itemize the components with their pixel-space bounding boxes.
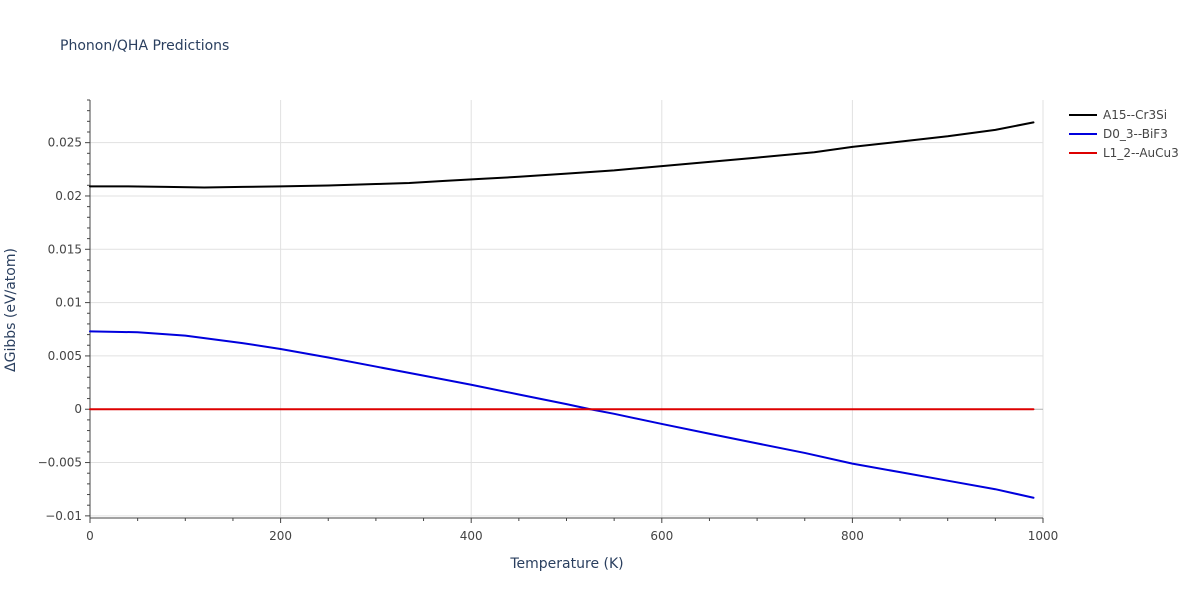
y-tick-label: −0.01 xyxy=(45,509,82,523)
x-axis-label: Temperature (K) xyxy=(509,556,623,572)
chart-title: Phonon/QHA Predictions xyxy=(60,38,229,54)
y-tick-label: 0.02 xyxy=(55,189,82,203)
series-layer xyxy=(89,121,1035,499)
series-line-0 xyxy=(89,121,1035,189)
x-tick-label: 200 xyxy=(269,529,292,543)
legend-item-1[interactable]: D0_3--BiF3 xyxy=(1069,127,1168,141)
y-tick-label: 0 xyxy=(74,402,82,416)
axes-layer: 0 200 400 600 800 1000 −0.01 −0.005 0 0.005 0.01 0.… xyxy=(38,99,1059,543)
legend-item-0[interactable]: A15--Cr3Si xyxy=(1069,108,1167,122)
legend-item-2[interactable]: L1_2--AuCu3 xyxy=(1069,146,1179,160)
x-tick-label: 0 xyxy=(86,529,94,543)
y-tick-label: 0.015 xyxy=(48,242,82,256)
y-axis-label: ΔGibbs (eV/atom) xyxy=(3,248,19,372)
y-tick-label: 0.005 xyxy=(48,349,82,363)
legend-label: D0_3--BiF3 xyxy=(1103,127,1168,141)
x-tick-label: 1000 xyxy=(1028,529,1059,543)
y-tick-label: 0.025 xyxy=(48,136,82,150)
legend-label: A15--Cr3Si xyxy=(1103,108,1167,122)
x-tick-label: 600 xyxy=(650,529,673,543)
y-tick-label: 0.01 xyxy=(55,296,82,310)
y-tick-label: −0.005 xyxy=(38,456,82,470)
legend-label: L1_2--AuCu3 xyxy=(1103,146,1179,160)
legend[interactable]: A15--Cr3Si D0_3--BiF3 L1_2--AuCu3 xyxy=(1069,108,1179,160)
series-line-1 xyxy=(89,330,1035,499)
x-tick-label: 800 xyxy=(841,529,864,543)
x-tick-label: 400 xyxy=(460,529,483,543)
